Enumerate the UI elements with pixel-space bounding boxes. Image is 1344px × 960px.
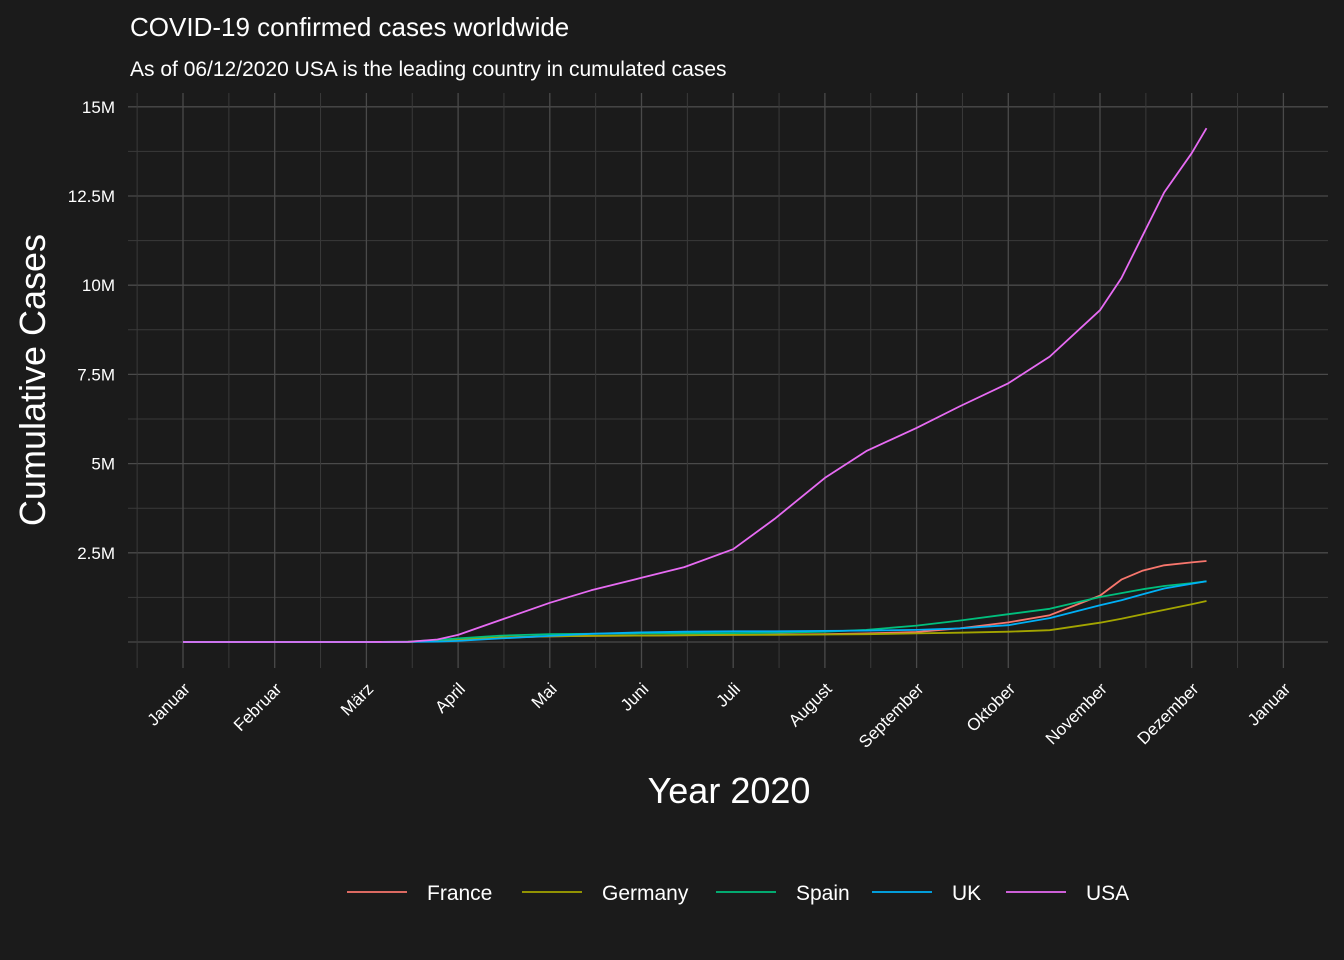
legend: France Germany Spain UK USA [347,882,1129,905]
legend-label-usa: USA [1086,882,1129,905]
legend-label-uk: UK [952,882,981,905]
chart-subtitle: As of 06/12/2020 USA is the leading coun… [130,58,727,81]
y-tick-label: 5M [91,455,115,474]
y-tick-label: 12.5M [68,187,115,206]
y-tick-label: 10M [82,276,115,295]
chart-title: COVID-19 confirmed cases worldwide [130,12,569,42]
grid [128,93,1328,668]
series-lines [183,127,1208,643]
y-axis-title: Cumulative Cases [12,234,53,526]
x-axis-title: Year 2020 [648,770,811,811]
legend-label-germany: Germany [602,882,689,905]
legend-label-france: France [427,882,492,905]
series-line-usa [183,127,1208,643]
y-tick-label: 15M [82,98,115,117]
y-axis-ticks: 15M 12.5M 10M 7.5M 5M 2.5M [68,98,115,563]
y-tick-label: 2.5M [77,544,115,563]
series-line-uk [183,580,1207,643]
legend-label-spain: Spain [796,882,850,905]
y-tick-label: 7.5M [77,365,115,384]
